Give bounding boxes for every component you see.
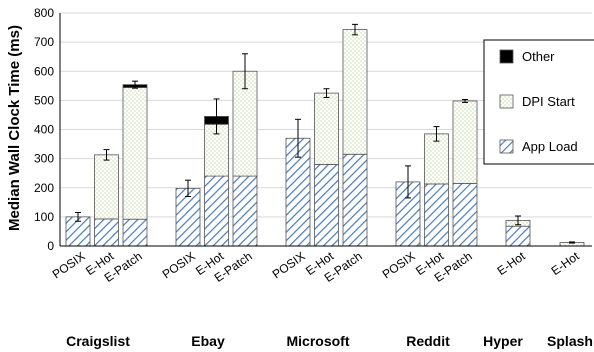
legend-swatch [499,139,514,154]
axes [59,13,592,247]
bar-segment-dpi-start [452,100,478,184]
y-tick-label: 0 [47,239,54,253]
bar-segment-app-load [232,175,258,247]
y-tick-label: 800 [34,6,54,20]
y-tick-label: 300 [34,152,54,166]
group-label: Microsoft [287,333,350,349]
bar-segment-app-load [505,225,531,247]
bar-segment-dpi-start [424,133,449,185]
bars [65,23,585,247]
bar-segment-dpi-start [204,123,229,177]
legend-swatch [499,94,514,109]
legend-label: App Load [522,139,578,154]
x-tick-label: POSIX [270,249,308,282]
legend-swatch [499,49,514,64]
bar-segment-dpi-start [314,92,339,165]
y-tick-label: 500 [34,93,54,107]
legend: Other DPI Start App Load [483,39,594,165]
legend-label: DPI Start [522,94,575,109]
bar-segment-app-load [314,164,339,247]
group-label: Ebay [191,333,225,349]
legend-label: Other [522,49,555,64]
y-tick-label: 100 [34,210,54,224]
bar-segment-dpi-start [342,29,368,155]
bar-segment-app-load [122,218,148,247]
bar-segment-app-load [94,218,119,247]
x-tick-label: POSIX [50,249,88,282]
x-tick-label: POSIX [160,249,198,282]
y-tick-label: 400 [34,123,54,137]
y-tick-label: 600 [34,64,54,78]
group-label: Craigslist [66,333,130,349]
bar-segment-app-load [204,175,229,247]
x-tick-label: POSIX [380,249,418,282]
bar-segment-app-load [424,183,449,247]
group-label: Splash [547,333,593,349]
bar-segment-app-load [452,182,478,247]
x-tick-label: E-Hot [495,249,529,278]
y-tick-label: 200 [34,181,54,195]
y-tick-label: 700 [34,35,54,49]
group-label: Reddit [406,333,450,349]
bar-segment-dpi-start [94,154,119,220]
bar-segment-dpi-start [122,87,148,220]
bar-segment-app-load [342,153,368,247]
x-tick-label: E-Hot [549,249,583,278]
group-label: Hyper [483,333,523,349]
y-axis-label: Median Wall Clock Time (ms) [6,25,23,231]
